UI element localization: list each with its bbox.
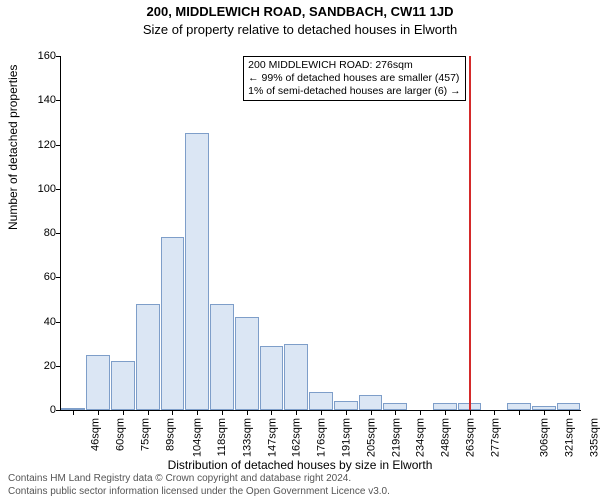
histogram-bar [136,304,160,410]
histogram-bar [507,403,531,410]
x-tick-mark [395,410,396,415]
x-tick-mark [346,410,347,415]
x-tick-mark [470,410,471,415]
x-tick-mark [494,410,495,415]
histogram-bar [433,403,457,410]
annotation-box: 200 MIDDLEWICH ROAD: 276sqm← 99% of deta… [243,56,465,101]
x-tick-label: 219sqm [390,418,402,457]
x-tick-mark [420,410,421,415]
x-tick-label: 335sqm [588,418,600,457]
plot: 02040608010012014016046sqm60sqm75sqm89sq… [60,56,581,411]
y-tick-mark [56,100,61,101]
x-tick-mark [569,410,570,415]
histogram-bar [359,395,383,410]
x-tick-label: 306sqm [539,418,551,457]
x-tick-label: 60sqm [115,418,127,451]
x-tick-label: 104sqm [192,418,204,457]
histogram-bar [557,403,581,410]
x-tick-label: 234sqm [415,418,427,457]
y-tick-mark [56,189,61,190]
y-tick-label: 0 [16,404,61,416]
x-tick-mark [123,410,124,415]
x-tick-mark [172,410,173,415]
x-tick-mark [544,410,545,415]
x-tick-label: 147sqm [266,418,278,457]
x-tick-mark [98,410,99,415]
x-tick-label: 46sqm [90,418,102,451]
y-tick-mark [56,366,61,367]
x-tick-label: 191sqm [341,418,353,457]
histogram-bar [260,346,284,410]
x-tick-label: 118sqm [216,418,228,456]
page: 200, MIDDLEWICH ROAD, SANDBACH, CW11 1JD… [0,0,600,500]
y-tick-mark [56,145,61,146]
histogram-bar [210,304,234,410]
x-tick-label: 205sqm [365,418,377,457]
y-tick-label: 40 [16,316,61,328]
y-tick-label: 140 [16,94,61,106]
y-tick-mark [56,56,61,57]
x-tick-label: 277sqm [489,418,501,457]
x-tick-mark [247,410,248,415]
x-tick-label: 89sqm [164,418,176,451]
y-tick-label: 160 [16,50,61,62]
subject-property-line [469,56,471,410]
histogram-bar [111,361,135,410]
x-tick-label: 248sqm [440,418,452,457]
annotation-line-2: ← 99% of detached houses are smaller (45… [248,72,460,85]
x-tick-label: 176sqm [316,418,328,457]
x-tick-mark [271,410,272,415]
x-tick-mark [445,410,446,415]
x-tick-mark [197,410,198,415]
x-axis-label: Distribution of detached houses by size … [0,458,600,472]
y-tick-mark [56,322,61,323]
footer-line-1: Contains HM Land Registry data © Crown c… [8,473,592,486]
footer-note: Contains HM Land Registry data © Crown c… [8,473,592,498]
x-tick-label: 263sqm [464,418,476,457]
histogram-bar [383,403,407,410]
y-tick-label: 60 [16,271,61,283]
x-tick-label: 321sqm [563,418,575,457]
x-tick-label: 133sqm [242,418,254,457]
histogram-bar [185,133,209,410]
histogram-bar [86,355,110,410]
y-tick-label: 120 [16,139,61,151]
x-tick-label: 75sqm [139,418,151,451]
page-subtitle: Size of property relative to detached ho… [0,22,600,37]
footer-line-2: Contains public sector information licen… [8,486,592,499]
histogram-bar [284,344,308,410]
page-title: 200, MIDDLEWICH ROAD, SANDBACH, CW11 1JD [0,4,600,19]
histogram-bar [161,237,185,410]
annotation-line-3: 1% of semi-detached houses are larger (6… [248,85,460,98]
x-tick-mark [321,410,322,415]
histogram-bar [309,392,333,410]
y-tick-label: 80 [16,227,61,239]
x-tick-label: 162sqm [291,418,303,457]
x-tick-mark [519,410,520,415]
y-tick-mark [56,410,61,411]
x-tick-mark [148,410,149,415]
x-tick-mark [296,410,297,415]
y-tick-label: 100 [16,183,61,195]
x-tick-mark [222,410,223,415]
x-tick-mark [371,410,372,415]
histogram-bar [235,317,259,410]
annotation-line-1: 200 MIDDLEWICH ROAD: 276sqm [248,59,460,72]
histogram-bar [334,401,358,410]
y-tick-mark [56,233,61,234]
x-tick-mark [73,410,74,415]
chart-area: 02040608010012014016046sqm60sqm75sqm89sq… [60,56,580,410]
y-tick-label: 20 [16,360,61,372]
y-tick-mark [56,277,61,278]
